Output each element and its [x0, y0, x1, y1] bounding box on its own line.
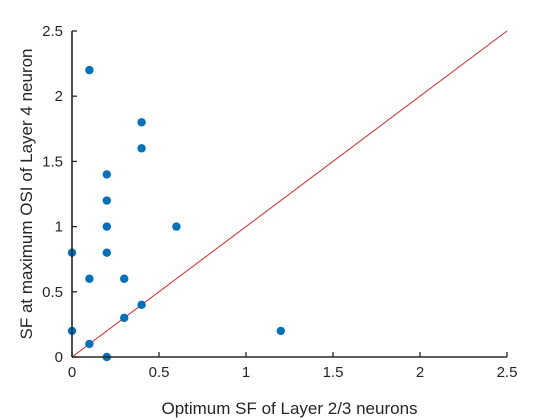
y-axis-title: SF at maximum OSI of Layer 4 neuron: [17, 48, 36, 339]
y-tick-label: 1.5: [42, 153, 63, 170]
data-point: [137, 144, 146, 153]
x-tick-label: 1.5: [323, 364, 344, 381]
data-point: [85, 65, 94, 75]
data-point: [172, 222, 181, 231]
x-tick-label: 0: [68, 364, 76, 381]
y-tick-label: 1: [55, 219, 63, 236]
data-point: [276, 326, 285, 336]
data-point: [120, 274, 129, 283]
data-point: [120, 313, 129, 323]
x-axis-title: Optimum SF of Layer 2/3 neurons: [161, 399, 417, 418]
data-point: [102, 196, 112, 205]
x-tick-label: 2: [416, 364, 424, 381]
data-point: [102, 248, 112, 257]
data-point: [85, 274, 94, 283]
axes: [71, 31, 507, 358]
y-tick-label: 0: [55, 349, 63, 366]
data-point: [137, 118, 146, 127]
data-point: [102, 170, 112, 179]
data-point: [85, 339, 94, 349]
identity-reference-line: [71, 30, 508, 358]
y-axis-ticks: 0 0.5 1 1.5 2 2.5: [42, 23, 77, 366]
y-tick-label: 2.5: [42, 23, 63, 40]
data-points-layer: [67, 65, 285, 362]
x-tick-label: 1: [242, 364, 250, 381]
x-axis-ticks: 0 0.5 1 1.5 2 2.5: [68, 352, 518, 381]
x-tick-label: 0.5: [149, 364, 170, 381]
data-point: [102, 222, 112, 231]
reference-line-layer: [71, 30, 508, 358]
y-tick-label: 0.5: [42, 284, 63, 301]
y-tick-label: 2: [55, 88, 63, 105]
x-tick-label: 2.5: [497, 364, 518, 381]
data-point: [137, 300, 146, 310]
